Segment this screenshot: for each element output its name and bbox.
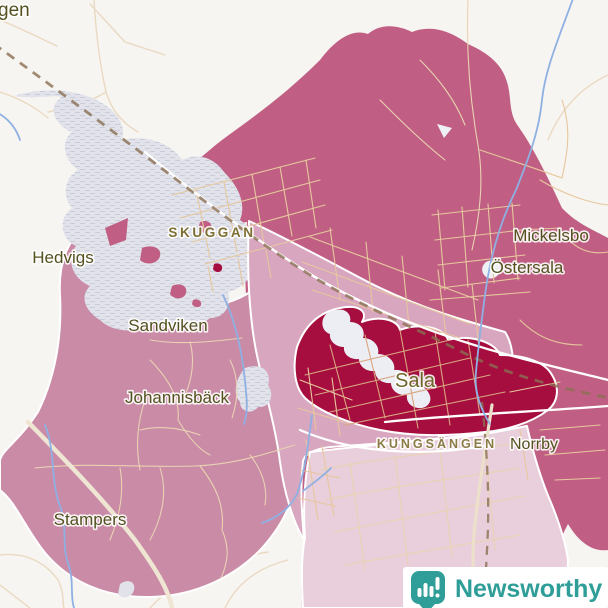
place-labels: gen Hedvigs Sandviken Johannisbäck Stamp… — [0, 0, 590, 531]
logo-wordmark: Newsworthy — [455, 575, 602, 603]
label-norrby: Norrby — [510, 436, 558, 453]
label-sandviken: Sandviken — [128, 316, 207, 335]
newsworthy-logo[interactable]: Newsworthy — [403, 567, 608, 608]
label-hedvigs: Hedvigs — [32, 248, 93, 267]
street-network — [34, 0, 608, 579]
bar-chart-speech-bubble-icon — [411, 571, 445, 608]
rivers — [0, 0, 574, 608]
label-sala: Sala — [395, 370, 436, 392]
label-johannisback: Johannisbäck — [125, 388, 229, 407]
lake-and-wetland — [14, 90, 257, 331]
label-skuggan: SKUGGAN — [168, 225, 255, 240]
label-edge-cut: gen — [0, 0, 30, 21]
label-kungsangen: KUNGSÄNGEN — [377, 436, 497, 451]
logo-background — [403, 567, 608, 608]
label-stampers: Stampers — [54, 510, 127, 529]
region-lightest — [300, 425, 569, 608]
label-ostersala: Östersala — [491, 258, 564, 277]
label-mickelsbo: Mickelsbo — [513, 226, 589, 245]
